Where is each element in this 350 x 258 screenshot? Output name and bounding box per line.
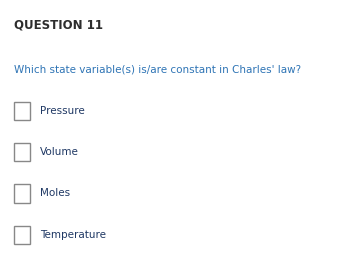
FancyBboxPatch shape	[14, 102, 30, 120]
Text: Temperature: Temperature	[40, 230, 106, 240]
Text: Moles: Moles	[40, 189, 70, 198]
Text: Which state variable(s) is/are constant in Charles' law?: Which state variable(s) is/are constant …	[14, 64, 301, 75]
Text: QUESTION 11: QUESTION 11	[14, 18, 103, 31]
Text: Pressure: Pressure	[40, 106, 85, 116]
FancyBboxPatch shape	[14, 143, 30, 161]
FancyBboxPatch shape	[14, 226, 30, 244]
FancyBboxPatch shape	[14, 184, 30, 203]
Text: Volume: Volume	[40, 147, 79, 157]
